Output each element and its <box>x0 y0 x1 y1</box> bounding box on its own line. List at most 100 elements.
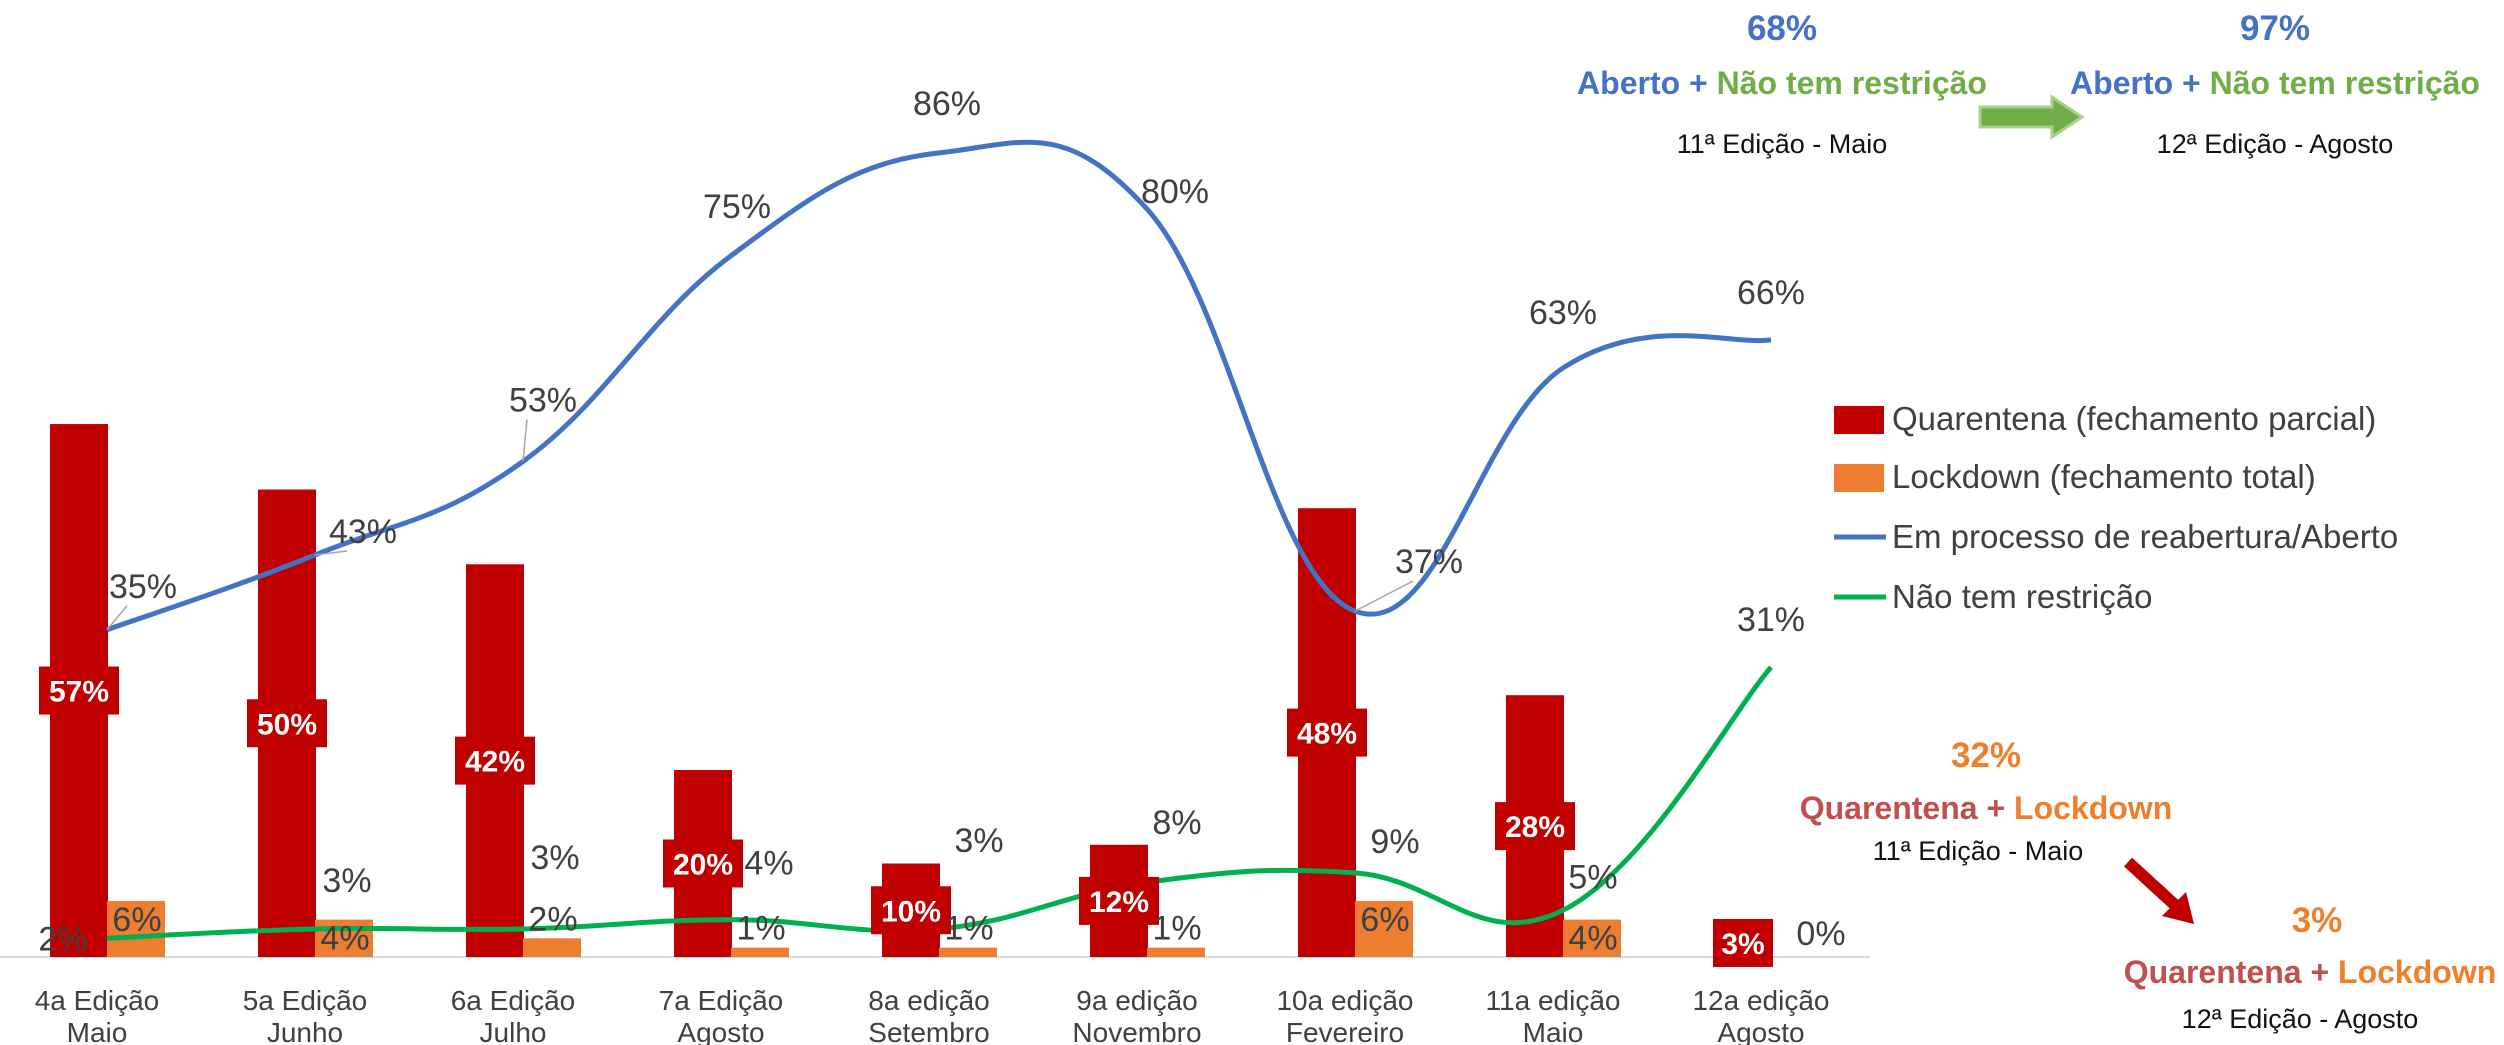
label-box-quarentena <box>455 736 535 785</box>
x-tick-label: Setembro <box>868 1017 989 1045</box>
data-label-lockdown: 6% <box>112 901 161 939</box>
data-label-sem-restricao: 3% <box>530 839 579 877</box>
data-label-aberto: 80% <box>1141 173 1209 211</box>
x-tick-label: 8a edição <box>868 985 989 1016</box>
data-label-sem-restricao: 9% <box>1370 823 1419 861</box>
x-tick-label: Maio <box>1523 1017 1584 1045</box>
data-label-lockdown: 4% <box>1568 920 1617 958</box>
x-tick-label: 10a edição <box>1276 985 1413 1016</box>
data-label-aberto: 37% <box>1395 543 1463 581</box>
bar-lockdown <box>107 900 165 957</box>
data-label-quarentena: 50% <box>257 708 317 741</box>
callout-aberto-11a-edition: 11ª Edição - Maio <box>1677 129 1888 159</box>
quarentena-bars <box>50 424 1772 957</box>
data-label-quarentena: 12% <box>1089 886 1149 919</box>
data-label-sem-restricao: 31% <box>1737 601 1805 639</box>
label-leader-lines <box>106 419 1414 631</box>
data-label-lockdown: 2% <box>528 900 577 938</box>
data-label-quarentena: 57% <box>49 676 109 709</box>
label-box-quarentena <box>871 886 951 935</box>
leader-line <box>522 419 528 462</box>
data-label-aberto: 75% <box>703 188 771 226</box>
callout-quarentena-11a-text: Quarentena + Lockdown <box>1800 790 2173 826</box>
bar-lockdown <box>731 947 789 957</box>
x-tick-label: Maio <box>67 1017 128 1045</box>
label-box-quarentena <box>1079 876 1159 925</box>
legend-swatch-lockdown <box>1834 464 1884 492</box>
callout-quarentena-12a-text: Quarentena + Lockdown <box>2124 954 2497 990</box>
data-labels: 57% 50% 42% 20% 10% 12% 48% 28% 3% 6% 4% 2% 1% 1% 1% 6%… <box>38 85 1846 967</box>
data-label-lockdown: 1% <box>944 910 993 948</box>
bar-lockdown <box>315 919 373 957</box>
callout-aberto-11a: 68% Aberto + Não tem restrição 11ª Ediçã… <box>1577 9 1987 159</box>
data-label-aberto: 35% <box>109 568 177 606</box>
label-box-quarentena <box>39 666 119 715</box>
callout-aberto-12a-edition: 12ª Edição - Agosto <box>2157 129 2394 159</box>
callout-quarentena-12a: 3% Quarentena + Lockdown 12ª Edição - Ag… <box>2124 901 2497 1034</box>
legend-swatch-quarentena <box>1834 406 1884 434</box>
data-label-lockdown: 0% <box>1796 915 1845 953</box>
x-tick-label: Julho <box>480 1017 547 1045</box>
x-tick-label: Agosto <box>1717 1017 1804 1045</box>
callout-quarentena-12a-edition: 12ª Edição - Agosto <box>2182 1004 2419 1034</box>
bar-lockdown <box>1147 947 1205 957</box>
data-label-sem-restricao: 3% <box>954 822 1003 860</box>
label-box-quarentena <box>1713 918 1773 967</box>
data-label-quarentena: 20% <box>673 849 733 882</box>
data-label-sem-restricao: 4% <box>744 845 793 883</box>
x-tick-label: Junho <box>267 1017 343 1045</box>
data-label-aberto: 43% <box>329 513 397 551</box>
data-label-sem-restricao: 2% <box>38 920 87 958</box>
x-tick-label: Agosto <box>677 1017 764 1045</box>
data-label-aberto: 63% <box>1529 294 1597 332</box>
legend-label-lockdown: Lockdown (fechamento total) <box>1892 458 2316 495</box>
x-tick-label: Fevereiro <box>1286 1017 1404 1045</box>
data-label-lockdown: 4% <box>320 920 369 958</box>
series-lines <box>106 139 1773 941</box>
data-label-lockdown: 1% <box>1152 910 1201 948</box>
leader-line <box>1354 580 1414 612</box>
data-label-quarentena: 28% <box>1505 811 1565 844</box>
label-box-quarentena <box>1287 708 1367 757</box>
label-box-quarentena <box>247 699 327 748</box>
data-label-sem-restricao: 5% <box>1568 858 1617 896</box>
x-tick-label: 5a Edição <box>243 985 368 1016</box>
data-label-lockdown: 1% <box>736 910 785 948</box>
callout-aberto-12a: 97% Aberto + Não tem restrição 12ª Ediçã… <box>2070 9 2480 159</box>
x-tick-label: 12a edição <box>1692 985 1829 1016</box>
line-sem-restricao <box>106 665 1773 941</box>
label-box-quarentena <box>1495 802 1575 851</box>
callout-quarentena-11a: 32% Quarentena + Lockdown 11ª Edição - M… <box>1800 736 2173 866</box>
legend-label-aberto: Em processo de reabertura/Aberto <box>1892 518 2398 555</box>
callout-aberto-12a-value: 97% <box>2240 9 2310 48</box>
data-label-sem-restricao: 3% <box>322 862 371 900</box>
legend: Quarentena (fechamento parcial) Lockdown… <box>1834 400 2398 615</box>
callout-quarentena-11a-value: 32% <box>1951 736 2021 775</box>
x-tick-label: 6a Edição <box>451 985 576 1016</box>
callout-quarentena-12a-value: 3% <box>2292 901 2343 940</box>
bar-lockdown <box>1355 900 1413 957</box>
leader-line <box>106 605 128 631</box>
x-tick-label: 4a Edição <box>35 985 160 1016</box>
callout-quarentena-11a-edition: 11ª Edição - Maio <box>1873 836 2084 866</box>
callout-aberto-11a-value: 68% <box>1747 9 1817 48</box>
line-aberto <box>106 139 1772 633</box>
x-tick-label: Novembro <box>1072 1017 1201 1045</box>
bar-lockdown <box>523 938 581 957</box>
lockdown-bars <box>107 900 1621 957</box>
bar-lockdown <box>1563 919 1621 957</box>
bar-lockdown <box>939 947 997 957</box>
label-box-quarentena <box>663 839 743 888</box>
callout-aberto-12a-text: Aberto + Não tem restrição <box>2070 65 2480 101</box>
data-label-sem-restricao: 8% <box>1152 804 1201 842</box>
x-tick-label: 11a edição <box>1486 985 1621 1016</box>
data-label-quarentena: 48% <box>1297 718 1357 751</box>
x-tick-label: 9a edição <box>1076 985 1197 1016</box>
data-label-aberto: 53% <box>509 381 577 419</box>
legend-label-quarentena: Quarentena (fechamento parcial) <box>1892 400 2376 437</box>
x-tick-label: 7a Edição <box>659 985 784 1016</box>
arrow-right-icon <box>1978 94 2085 140</box>
data-label-aberto: 86% <box>913 85 981 123</box>
